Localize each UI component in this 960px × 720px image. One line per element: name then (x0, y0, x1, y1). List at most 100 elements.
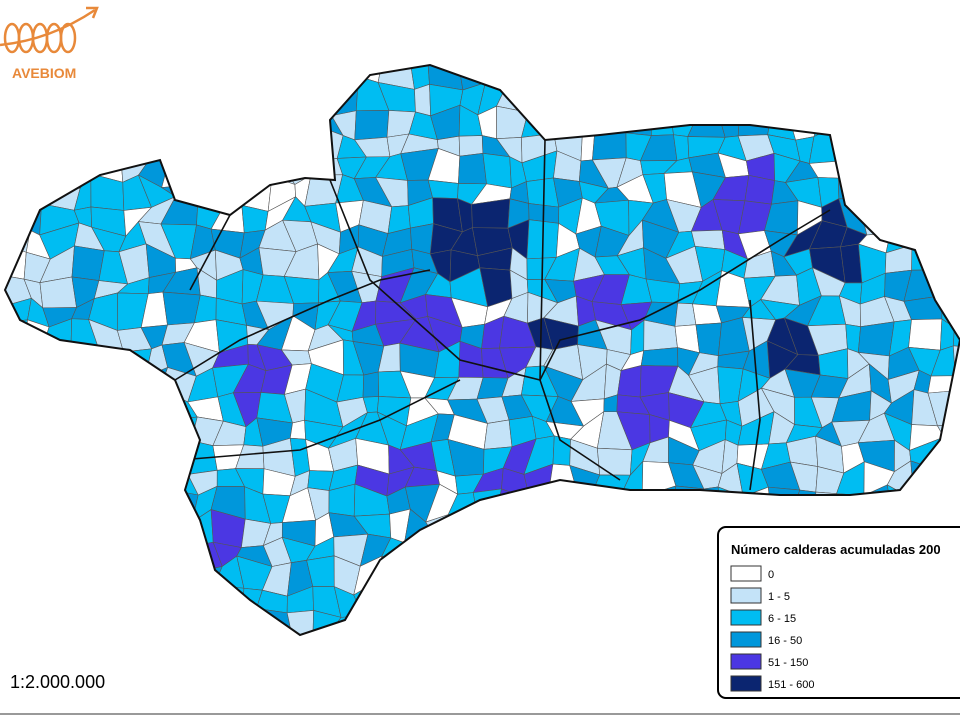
municipality (96, 490, 127, 518)
municipality (604, 87, 633, 107)
municipality (572, 631, 606, 635)
municipality (619, 81, 652, 106)
municipality (525, 590, 555, 619)
municipality (49, 79, 77, 109)
municipality (233, 150, 273, 178)
municipality (5, 440, 19, 465)
municipality (903, 100, 942, 130)
municipality (76, 627, 102, 635)
municipality (87, 77, 124, 107)
legend-label: 151 - 600 (768, 679, 814, 691)
municipality (886, 65, 907, 79)
municipality (50, 127, 77, 154)
municipality (43, 586, 80, 617)
municipality (501, 535, 529, 566)
municipality (954, 370, 960, 391)
municipality (331, 75, 359, 117)
municipality (5, 460, 33, 489)
municipality (642, 558, 681, 586)
municipality (414, 579, 435, 609)
municipality (312, 634, 338, 635)
municipality (591, 510, 627, 546)
municipality (209, 628, 244, 635)
municipality (362, 612, 388, 635)
municipality (117, 101, 143, 133)
municipality (521, 65, 556, 83)
municipality (5, 486, 33, 518)
municipality (628, 558, 644, 584)
municipality (5, 559, 32, 595)
municipality (835, 88, 868, 114)
municipality (171, 126, 188, 151)
municipality (931, 269, 960, 303)
municipality (120, 469, 141, 492)
municipality (70, 341, 102, 380)
municipality (210, 123, 237, 162)
municipality (745, 65, 776, 91)
municipality (15, 631, 55, 635)
municipality (5, 416, 18, 443)
municipality (664, 65, 694, 86)
municipality (114, 376, 148, 401)
municipality (89, 351, 128, 380)
legend-box (717, 526, 960, 699)
municipality (447, 514, 479, 549)
municipality (592, 570, 633, 585)
municipality (160, 608, 199, 635)
municipality (858, 148, 889, 188)
municipality (317, 65, 341, 92)
municipality (20, 127, 55, 157)
municipality (866, 65, 893, 89)
municipality (17, 460, 43, 496)
municipality (87, 555, 124, 584)
municipality (690, 65, 721, 86)
municipality (117, 84, 142, 107)
municipality (665, 631, 693, 635)
municipality (599, 608, 633, 635)
municipality (597, 631, 624, 635)
municipality (5, 628, 29, 635)
municipality (168, 629, 199, 635)
municipality (141, 123, 175, 164)
municipality (114, 391, 148, 414)
municipality (171, 565, 197, 585)
municipality (933, 224, 960, 259)
municipality (767, 101, 797, 141)
municipality (139, 467, 173, 491)
municipality (473, 537, 510, 565)
municipality (424, 628, 455, 635)
municipality (195, 605, 215, 631)
municipality (135, 88, 175, 116)
municipality (169, 521, 198, 549)
municipality (375, 627, 415, 635)
municipality (640, 347, 679, 367)
municipality (90, 436, 128, 472)
municipality (39, 276, 77, 309)
municipality (64, 555, 95, 596)
legend-swatch (730, 609, 762, 626)
logo-text: AVEBIOM (12, 65, 76, 81)
municipality (54, 507, 76, 547)
municipality (69, 77, 90, 106)
municipality (695, 322, 722, 357)
municipality (88, 101, 121, 133)
municipality (5, 509, 27, 547)
municipality (43, 614, 81, 635)
municipality (232, 108, 267, 130)
municipality (905, 78, 942, 106)
municipality (913, 178, 940, 205)
municipality (283, 65, 321, 86)
municipality (882, 148, 915, 186)
municipality (194, 566, 223, 586)
municipality (928, 100, 960, 140)
municipality (838, 112, 869, 140)
municipality (16, 435, 49, 476)
municipality (836, 493, 865, 512)
municipality (814, 65, 840, 91)
scale-text: 1:2.000.000 (10, 672, 105, 692)
municipality (124, 412, 147, 450)
municipality (264, 77, 293, 110)
municipality (716, 75, 747, 114)
municipality (556, 532, 577, 564)
municipality (75, 417, 92, 438)
